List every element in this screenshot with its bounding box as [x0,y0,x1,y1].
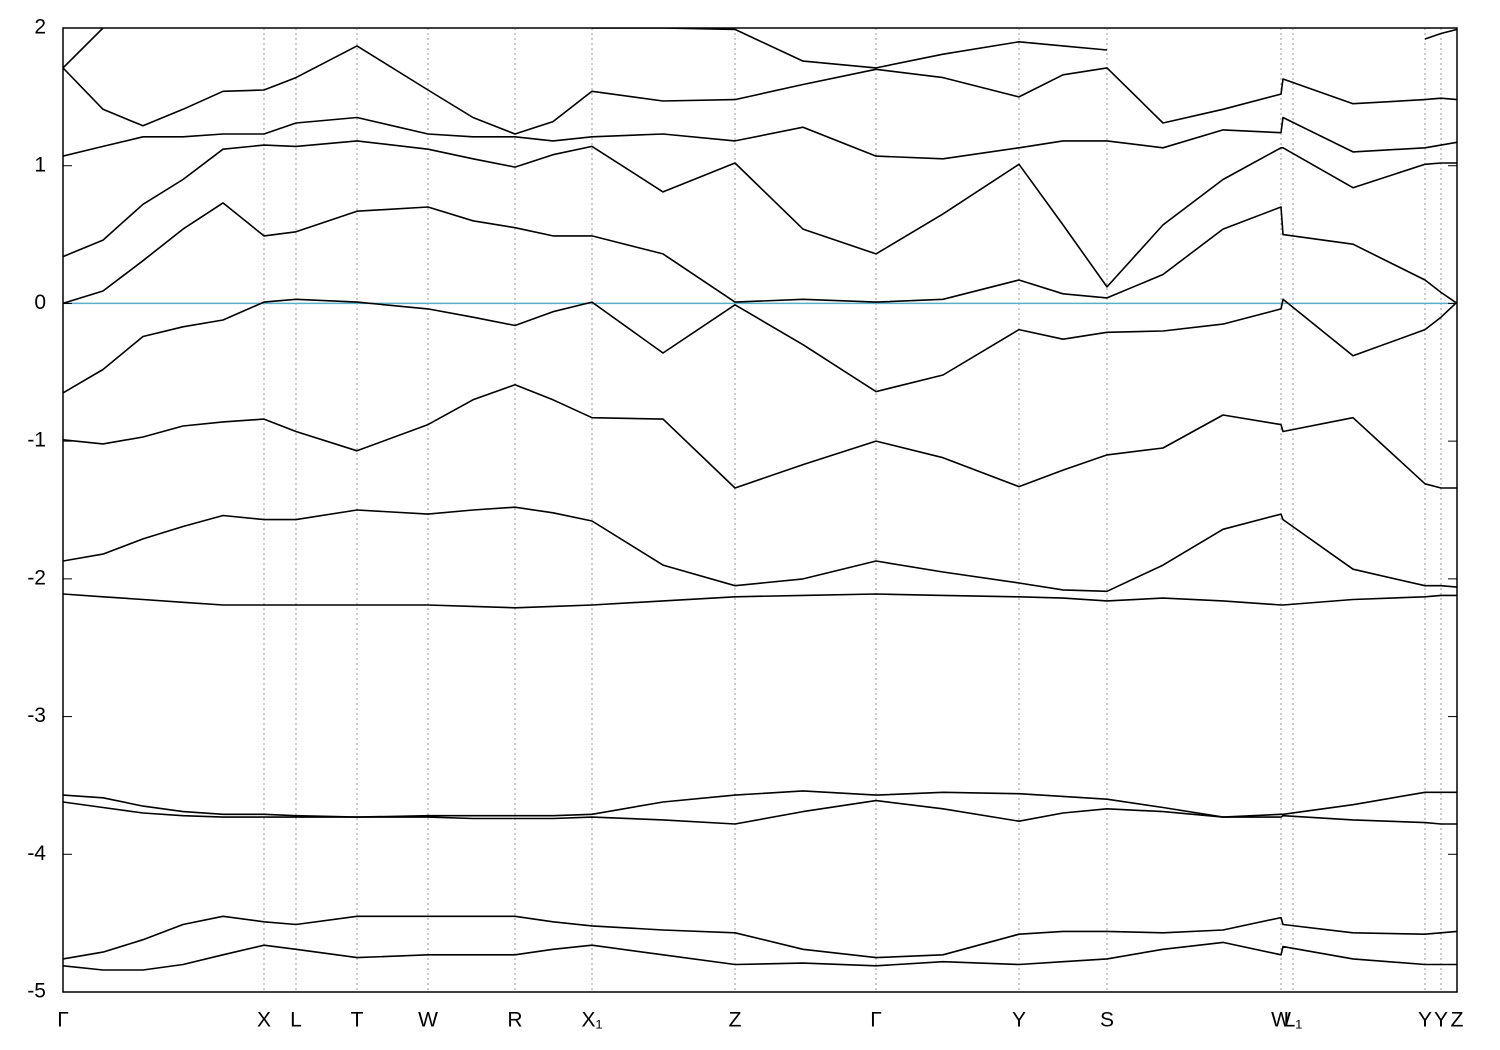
band-line [63,506,1457,593]
x-tick-label: W [1271,1009,1291,1032]
x-tick-label: L₁ [1284,1009,1303,1032]
y-tick-label: -1 [27,429,46,452]
band-line [63,28,1457,69]
x-tick-label: Y [1434,1009,1448,1032]
x-tick-label: R [507,1009,522,1032]
band-line [63,593,1457,609]
band-line [63,799,1457,825]
band-line [63,298,1457,394]
plot-area [63,28,1457,971]
x-tick-label: Y [1418,1009,1432,1032]
y-tick-label: -4 [27,842,46,865]
x-tick-label: W [418,1009,438,1032]
y-tick-label: -2 [27,566,46,589]
band-line [63,116,1457,160]
y-tick-label: 0 [34,291,46,314]
y-tick-label: -5 [27,980,46,1003]
x-tick-label: X [257,1009,271,1032]
x-tick-label: Γ [57,1009,69,1032]
y-tick-label: -3 [27,704,46,727]
x-tick-label: S [1100,1009,1114,1032]
band-line [63,140,1457,288]
x-tick-label: Y [1012,1009,1026,1032]
band-line [63,202,1457,305]
band-line [63,383,1457,489]
plot-frame [62,27,1458,993]
x-tick-label: Γ [870,1009,882,1032]
x-tick-label: L [290,1009,302,1032]
x-tick-label: T [351,1009,364,1032]
band-line [63,45,1457,135]
band-line [63,790,1457,818]
y-tick-label: 2 [34,16,46,39]
grid [62,28,1458,992]
y-tick-label: 1 [34,153,46,176]
x-tick-label: X₁ [581,1009,602,1032]
band-line [63,941,1457,971]
band-line [63,915,1457,960]
x-tick-label: Z [1451,1009,1464,1032]
x-tick-label: Z [729,1009,742,1032]
